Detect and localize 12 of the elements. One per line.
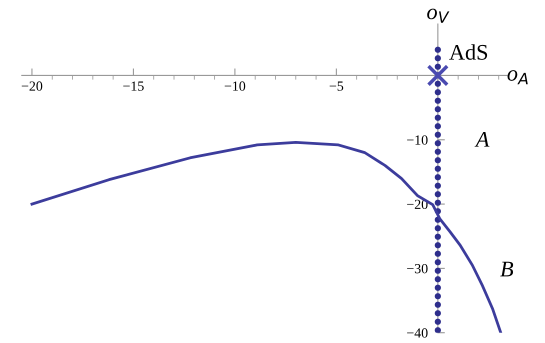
x-tick-label: −5	[330, 82, 344, 91]
x-tick-label: −15	[123, 81, 144, 91]
y-axis-title: o$_{V}$	[427, 8, 450, 23]
annotation: AdS	[449, 44, 488, 60]
y-tick-label: −40	[407, 328, 428, 338]
x-tick-label: −20	[22, 81, 42, 91]
annotation: B	[500, 262, 514, 276]
y-tick-label: −10	[407, 135, 428, 145]
x-tick-label: −10	[224, 81, 246, 91]
x-axis-title: o$_{A}$	[508, 70, 528, 84]
y-tick-label: −30	[407, 264, 428, 274]
annotation: A	[474, 132, 490, 147]
